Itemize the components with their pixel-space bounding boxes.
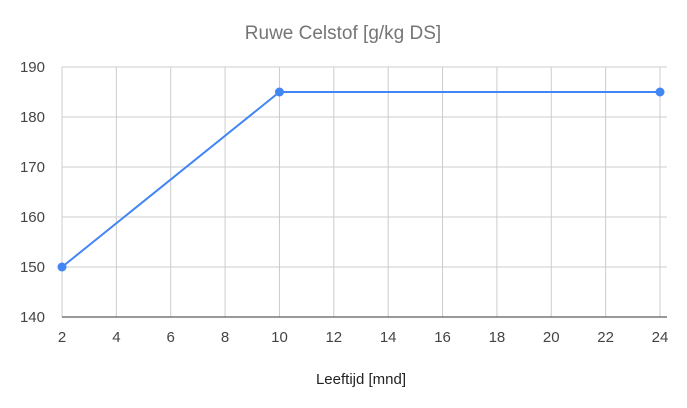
series-layer bbox=[57, 87, 665, 272]
x-tick-label: 14 bbox=[380, 329, 397, 346]
x-tick-label: 16 bbox=[434, 329, 451, 346]
x-tick-label: 8 bbox=[221, 329, 229, 346]
x-tick-label: 22 bbox=[597, 329, 614, 346]
y-tick-label: 190 bbox=[20, 59, 45, 76]
x-tick-label: 2 bbox=[58, 329, 66, 346]
x-tick-label: 18 bbox=[489, 329, 506, 346]
x-tick-label: 4 bbox=[112, 329, 120, 346]
y-tick-label: 180 bbox=[20, 109, 45, 126]
x-tick-label: 20 bbox=[543, 329, 560, 346]
x-tick-label: 10 bbox=[271, 329, 288, 346]
series-line bbox=[61, 91, 660, 268]
y-axis-ticks: 140 150 160 170 180 190 bbox=[20, 59, 45, 326]
x-tick-label: 12 bbox=[325, 329, 342, 346]
chart-title: Ruwe Celstof [g/kg DS] bbox=[245, 23, 441, 44]
data-point bbox=[57, 262, 67, 272]
y-tick-label: 160 bbox=[20, 209, 45, 226]
x-tick-label: 24 bbox=[652, 329, 669, 346]
x-axis-ticks: 2 4 6 8 10 12 14 16 18 20 22 24 bbox=[58, 329, 669, 346]
x-tick-label: 6 bbox=[167, 329, 175, 346]
y-tick-label: 150 bbox=[20, 259, 45, 276]
y-tick-label: 170 bbox=[20, 159, 45, 176]
data-point bbox=[655, 87, 665, 97]
x-gridlines bbox=[61, 67, 661, 317]
x-axis-title: Leeftijd [mnd] bbox=[316, 371, 406, 388]
data-point bbox=[274, 87, 284, 97]
y-gridlines bbox=[62, 66, 667, 318]
y-tick-label: 140 bbox=[20, 309, 45, 326]
